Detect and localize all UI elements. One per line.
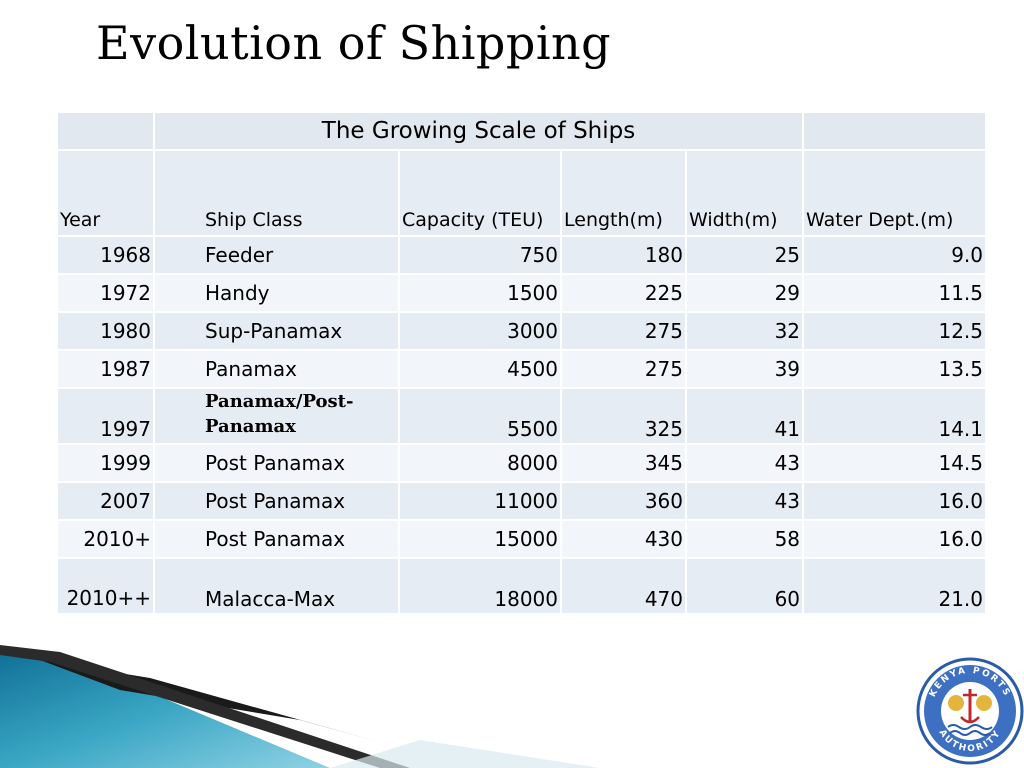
column-header-year: Year bbox=[56, 149, 155, 237]
cell-length: 225 bbox=[560, 273, 687, 313]
cell-length: 360 bbox=[560, 481, 687, 521]
cell-length: 470 bbox=[560, 557, 687, 615]
cell-ship-class: Feeder bbox=[153, 235, 400, 275]
cell-width: 60 bbox=[684, 557, 805, 615]
cell-capacity: 4500 bbox=[398, 349, 562, 389]
cell-water-depth: 14.1 bbox=[802, 387, 988, 445]
cell-year: 1968 bbox=[56, 235, 155, 275]
table-row: 1987 Panamax 4500 275 39 13.5 bbox=[56, 349, 988, 389]
cell-width: 58 bbox=[684, 519, 805, 559]
cell-ship-class: Handy bbox=[153, 273, 400, 313]
table-row: 1968 Feeder 750 180 25 9.0 bbox=[56, 235, 988, 275]
cell-length: 345 bbox=[560, 443, 687, 483]
column-header-ship-class: Ship Class bbox=[153, 149, 400, 237]
cell-year: 2007 bbox=[56, 481, 155, 521]
table-row: 2010++ Malacca-Max 18000 470 60 21.0 bbox=[56, 557, 988, 615]
cell-length: 275 bbox=[560, 311, 687, 351]
cell-water-depth: 12.5 bbox=[802, 311, 988, 351]
kenya-ports-authority-emblem-icon: KENYA PORTS AUTHORITY bbox=[916, 657, 1024, 765]
cell-water-depth: 9.0 bbox=[802, 235, 988, 275]
cell-water-depth: 16.0 bbox=[802, 481, 988, 521]
cell-year: 1972 bbox=[56, 273, 155, 313]
table-row: 2010+ Post Panamax 15000 430 58 16.0 bbox=[56, 519, 988, 559]
cell-capacity: 11000 bbox=[398, 481, 562, 521]
cell-ship-class: Panamax/Post-Panamax bbox=[153, 387, 400, 445]
column-header-water-depth: Water Dept.(m) bbox=[802, 149, 988, 237]
cell-water-depth: 21.0 bbox=[802, 557, 988, 615]
table-caption: The Growing Scale of Ships bbox=[152, 111, 805, 151]
cell-ship-class: Post Panamax bbox=[153, 519, 400, 559]
cell-length: 325 bbox=[560, 387, 687, 445]
table-header-row: Year Ship Class Capacity (TEU) Length(m)… bbox=[56, 149, 988, 237]
cell-capacity: 15000 bbox=[398, 519, 562, 559]
cell-capacity: 750 bbox=[398, 235, 562, 275]
cell-length: 275 bbox=[560, 349, 687, 389]
cell-width: 32 bbox=[684, 311, 805, 351]
cell-year: 1997 bbox=[56, 387, 155, 445]
cell-year: 1980 bbox=[56, 311, 155, 351]
cell-water-depth: 13.5 bbox=[802, 349, 988, 389]
cell-capacity: 5500 bbox=[398, 387, 562, 445]
slide-title: Evolution of Shipping bbox=[96, 16, 612, 70]
cell-width: 25 bbox=[684, 235, 805, 275]
cell-width: 43 bbox=[684, 443, 805, 483]
cell-length: 430 bbox=[560, 519, 687, 559]
cell-width: 41 bbox=[684, 387, 805, 445]
cell-width: 39 bbox=[684, 349, 805, 389]
cell-year: 2010+ bbox=[56, 519, 155, 559]
table-row: 1972 Handy 1500 225 29 11.5 bbox=[56, 273, 988, 313]
cell-ship-class: Post Panamax bbox=[153, 443, 400, 483]
table-row: 1980 Sup-Panamax 3000 275 32 12.5 bbox=[56, 311, 988, 351]
column-header-length: Length(m) bbox=[560, 149, 687, 237]
cell-ship-class: Sup-Panamax bbox=[153, 311, 400, 351]
cell-capacity: 1500 bbox=[398, 273, 562, 313]
cell-ship-class: Panamax bbox=[153, 349, 400, 389]
column-header-capacity: Capacity (TEU) bbox=[398, 149, 562, 237]
cell-water-depth: 14.5 bbox=[802, 443, 988, 483]
caption-blank-left bbox=[56, 111, 155, 151]
cell-year: 2010++ bbox=[56, 557, 155, 615]
caption-blank-right bbox=[802, 111, 988, 151]
cell-water-depth: 11.5 bbox=[802, 273, 988, 313]
cell-capacity: 18000 bbox=[398, 557, 562, 615]
ship-scale-table: The Growing Scale of Ships Year Ship Cla… bbox=[56, 111, 988, 615]
table-caption-row: The Growing Scale of Ships bbox=[56, 111, 988, 151]
cell-ship-class: Malacca-Max bbox=[153, 557, 400, 615]
table-row: 1997 Panamax/Post-Panamax 5500 325 41 14… bbox=[56, 387, 988, 445]
cell-year: 1999 bbox=[56, 443, 155, 483]
cell-water-depth: 16.0 bbox=[802, 519, 988, 559]
cell-capacity: 8000 bbox=[398, 443, 562, 483]
cell-width: 29 bbox=[684, 273, 805, 313]
cell-ship-class: Post Panamax bbox=[153, 481, 400, 521]
cell-length: 180 bbox=[560, 235, 687, 275]
cell-width: 43 bbox=[684, 481, 805, 521]
cell-capacity: 3000 bbox=[398, 311, 562, 351]
table-row: 1999 Post Panamax 8000 345 43 14.5 bbox=[56, 443, 988, 483]
cell-year: 1987 bbox=[56, 349, 155, 389]
table-row: 2007 Post Panamax 11000 360 43 16.0 bbox=[56, 481, 988, 521]
column-header-width: Width(m) bbox=[684, 149, 805, 237]
